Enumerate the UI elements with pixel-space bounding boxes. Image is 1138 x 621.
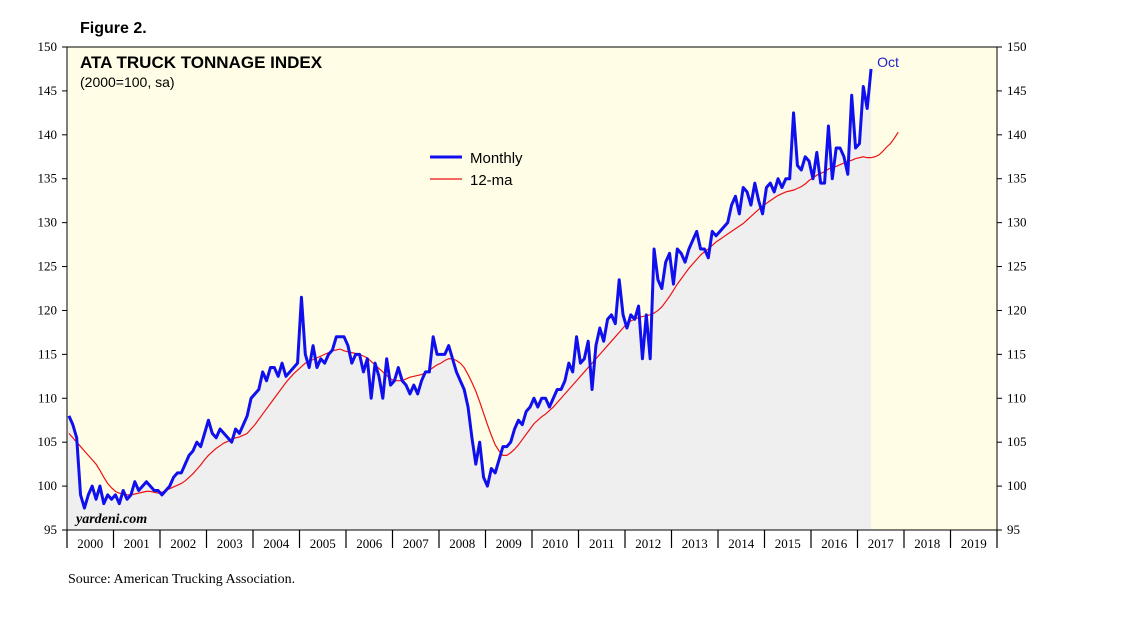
x-tick-label-2015: 2015 [775, 536, 801, 551]
y-tick-label-left-135: 135 [38, 171, 58, 186]
x-tick-label-2001: 2001 [124, 536, 150, 551]
x-tick-label-2010: 2010 [542, 536, 568, 551]
source-note: Source: American Trucking Association. [68, 572, 295, 587]
y-tick-label-right-150: 150 [1007, 39, 1027, 54]
y-axis-left: 95 100 105 110 115 120 125 130 135 140 145 150 [38, 39, 67, 537]
chart-subtitle: (2000=100, sa) [80, 74, 175, 90]
x-tick-label-2004: 2004 [263, 536, 290, 551]
y-tick-label-right-115: 115 [1007, 346, 1026, 361]
x-tick-label-2013: 2013 [682, 536, 708, 551]
legend: Monthly 12-ma [430, 150, 523, 189]
y-tick-label-right-125: 125 [1007, 259, 1027, 274]
x-tick-label-2012: 2012 [635, 536, 661, 551]
x-tick-label-2017: 2017 [868, 536, 895, 551]
x-tick-label-2006: 2006 [356, 536, 383, 551]
y-tick-label-left-145: 145 [38, 83, 58, 98]
x-axis: 2000 2001 2002 2003 2004 2005 2006 2007 2008 2009… [66, 530, 998, 551]
y-tick-label-right-135: 135 [1007, 171, 1027, 186]
y-tick-label-left-120: 120 [38, 302, 58, 317]
x-tick-label-2009: 2009 [496, 536, 522, 551]
x-tick-label-2003: 2003 [217, 536, 243, 551]
y-tick-label-left-100: 100 [38, 478, 58, 493]
y-tick-label-left-105: 105 [38, 434, 58, 449]
x-tick-label-2008: 2008 [449, 536, 475, 551]
x-tick-label-2014: 2014 [728, 536, 755, 551]
x-tick-label-2000: 2000 [77, 536, 103, 551]
monthly-area-fill [67, 68, 872, 530]
x-tick-label-2018: 2018 [914, 536, 940, 551]
y-tick-label-right-120: 120 [1007, 302, 1027, 317]
watermark: yardeni.com [74, 512, 147, 527]
y-axis-right: 95 100 105 110 115 120 125 130 135 140 145 150 [997, 39, 1027, 537]
y-tick-label-right-130: 130 [1007, 215, 1027, 230]
legend-label-12-ma: 12-ma [470, 172, 513, 189]
annotation-oct: Oct [877, 54, 899, 70]
y-tick-label-left-130: 130 [38, 215, 58, 230]
y-tick-label-left-95: 95 [44, 522, 57, 537]
x-tick-label-2019: 2019 [961, 536, 987, 551]
x-tick-label-2007: 2007 [403, 536, 430, 551]
y-tick-label-right-100: 100 [1007, 478, 1027, 493]
chart-title: ATA TRUCK TONNAGE INDEX [80, 53, 323, 72]
y-tick-label-right-140: 140 [1007, 127, 1027, 142]
legend-label-monthly: Monthly [470, 150, 523, 167]
y-tick-label-left-125: 125 [38, 259, 58, 274]
x-tick-label-2011: 2011 [589, 536, 615, 551]
y-tick-label-left-115: 115 [38, 346, 57, 361]
x-tick-label-2002: 2002 [170, 536, 196, 551]
y-tick-label-left-150: 150 [38, 39, 58, 54]
x-tick-label-2005: 2005 [310, 536, 336, 551]
y-tick-label-right-95: 95 [1007, 522, 1020, 537]
plot-frame [66, 46, 998, 531]
y-tick-label-left-110: 110 [38, 390, 57, 405]
y-tick-label-right-145: 145 [1007, 83, 1027, 98]
y-tick-label-left-140: 140 [38, 127, 58, 142]
y-tick-label-right-110: 110 [1007, 390, 1026, 405]
x-tick-label-2016: 2016 [821, 536, 848, 551]
series-line-monthly [67, 68, 873, 510]
figure-label: Figure 2. [80, 20, 147, 37]
y-tick-label-right-105: 105 [1007, 434, 1027, 449]
